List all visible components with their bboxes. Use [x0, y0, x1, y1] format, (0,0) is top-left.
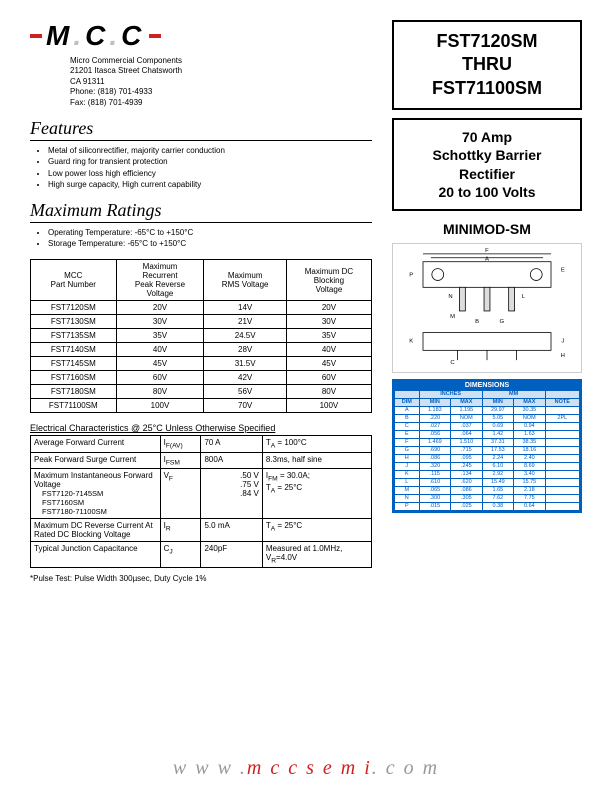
dim-row: C.027.0370.690.94 — [395, 422, 580, 430]
elec-char-heading: Electrical Characteristics @ 25°C Unless… — [30, 423, 372, 433]
svg-text:B: B — [475, 319, 479, 325]
ratings-row: FST7160SM60V42V60V — [31, 371, 372, 385]
svg-text:L: L — [522, 294, 526, 300]
svg-text:P: P — [409, 272, 413, 278]
svg-text:M: M — [450, 314, 455, 320]
dim-row: H.086.0952.242.40 — [395, 454, 580, 462]
dim-row: K.115.1342.923.40 — [395, 470, 580, 478]
elec-row: Typical Junction CapacitanceCJ240pFMeasu… — [31, 542, 372, 568]
elec-row: Average Forward CurrentIF(AV)70 ATA = 10… — [31, 436, 372, 453]
dim-row: G.690.71517.5318.16 — [395, 446, 580, 454]
svg-text:G: G — [499, 319, 504, 325]
max-ratings-heading: Maximum Ratings — [30, 200, 372, 223]
svg-text:F: F — [485, 248, 489, 254]
dim-row: P.015.0250.380.64 — [395, 502, 580, 510]
ratings-row: FST7120SM20V14V20V — [31, 301, 372, 315]
company-address: Micro Commercial Components 21201 Itasca… — [70, 56, 392, 108]
elec-row: Maximum Instantaneous Forward VoltageFST… — [31, 469, 372, 519]
package-name: MINIMOD-SM — [392, 221, 582, 237]
features-heading: Features — [30, 118, 372, 141]
ratings-row: FST71100SM100V70V100V — [31, 399, 372, 413]
features-list: Metal of siliconrectifier, majority carr… — [48, 145, 372, 190]
svg-text:K: K — [409, 338, 413, 344]
rating-bullet: Storage Temperature: -65°C to +150°C — [48, 238, 372, 249]
max-ratings-bullets: Operating Temperature: -65°C to +150°CSt… — [48, 227, 372, 249]
ratings-row: FST7130SM30V21V30V — [31, 315, 372, 329]
svg-text:H: H — [561, 353, 565, 359]
dimensions-table-wrap: DIMENSIONS INCHESMMDIMMINMAXMINMAXNOTEA1… — [392, 379, 582, 513]
ratings-row: FST7140SM40V28V40V — [31, 343, 372, 357]
svg-text:J: J — [561, 338, 564, 344]
dim-row: F1.4691.51037.3138.35 — [395, 438, 580, 446]
dim-row: B.220NOM5.05NOM2PL — [395, 414, 580, 422]
svg-text:E: E — [561, 267, 565, 273]
elec-row: Maximum DC Reverse Current At Rated DC B… — [31, 519, 372, 542]
dim-row: A1.1831.19529.9730.35 — [395, 406, 580, 414]
feature-item: High surge capacity, High current capabi… — [48, 179, 372, 190]
logo: M.C.C — [30, 20, 392, 52]
dim-row: J.320.2456.108.69 — [395, 462, 580, 470]
feature-item: Metal of siliconrectifier, majority carr… — [48, 145, 372, 156]
elec-characteristics-table: Average Forward CurrentIF(AV)70 ATA = 10… — [30, 435, 372, 568]
dim-row: N.300.3057.627.75 — [395, 494, 580, 502]
feature-item: Guard ring for transient protection — [48, 156, 372, 167]
ratings-row: FST7135SM35V24.5V35V — [31, 329, 372, 343]
svg-text:N: N — [448, 294, 452, 300]
svg-text:A: A — [485, 257, 489, 263]
pulse-test-footnote: *Pulse Test: Pulse Width 300µsec, Duty C… — [30, 574, 372, 583]
product-description-box: 70 Amp Schottky Barrier Rectifier 20 to … — [392, 118, 582, 211]
package-diagram: F A P E N L M B G K C J H — [392, 243, 582, 373]
dim-row: E.056.0641.421.63 — [395, 430, 580, 438]
ratings-row: FST7180SM80V56V80V — [31, 385, 372, 399]
part-number-title: FST7120SM THRU FST71100SM — [392, 20, 582, 110]
footer-url: w w w .m c c s e m i. c o m — [0, 757, 612, 780]
ratings-table: MCCPart NumberMaximumRecurrentPeak Rever… — [30, 259, 372, 413]
ratings-row: FST7145SM45V31.5V45V — [31, 357, 372, 371]
dimensions-table: INCHESMMDIMMINMAXMINMAXNOTEA1.1831.19529… — [394, 390, 580, 511]
dim-row: L.610.62015.4915.75 — [395, 478, 580, 486]
feature-item: Low power loss high efficiency — [48, 168, 372, 179]
svg-text:C: C — [450, 360, 455, 366]
rating-bullet: Operating Temperature: -65°C to +150°C — [48, 227, 372, 238]
dim-row: M.065.0861.652.18 — [395, 486, 580, 494]
elec-row: Peak Forward Surge CurrentIFSM800A8.3ms,… — [31, 452, 372, 469]
